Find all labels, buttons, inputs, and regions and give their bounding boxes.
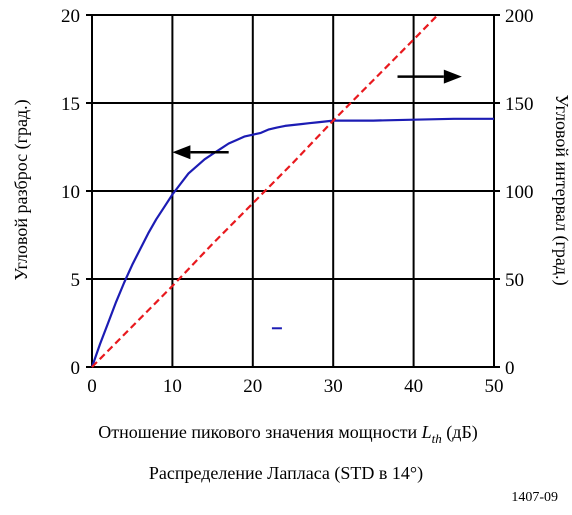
y-left-tick-label: 20: [61, 6, 80, 27]
x-tick-label: 50: [485, 376, 504, 397]
y-right-tick-label: 150: [505, 94, 534, 115]
grid: [86, 14, 500, 368]
y-left-tick-label: 5: [71, 270, 81, 291]
x-tick-label: 20: [243, 376, 262, 397]
arrow-left-icon: [172, 145, 191, 160]
y-left-tick-label: 15: [61, 94, 80, 115]
series-layer: [90, 14, 494, 368]
x-tick-label: 40: [404, 376, 423, 397]
y-right-tick-label: 50: [505, 270, 524, 291]
y-right-axis-label: Угловой интервал (град.): [551, 94, 572, 285]
x-tick-label: 10: [163, 376, 182, 397]
y-right-tick-label: 200: [505, 6, 534, 27]
figure-caption: Распределение Лапласа (STD в 14°): [148, 463, 424, 483]
x-axis-label: Отношение пикового значения мощности Lth…: [98, 422, 478, 446]
figure-number: 1407-09: [511, 490, 558, 505]
x-tick-label: 0: [87, 376, 97, 397]
annotation-layer: [172, 69, 462, 330]
y-left-tick-label: 0: [71, 358, 81, 379]
x-tick-label: 30: [324, 376, 343, 397]
y-right-tick-label: 0: [505, 358, 515, 379]
series-line-angular-interval: [91, 14, 439, 368]
y-right-tick-label: 100: [505, 182, 534, 203]
y-left-tick-label: 10: [61, 182, 80, 203]
y-left-axis-label: Угловой разброс (град.): [11, 99, 32, 280]
arrow-right-icon: [443, 69, 462, 84]
series-line-angular-spread: [90, 117, 494, 368]
